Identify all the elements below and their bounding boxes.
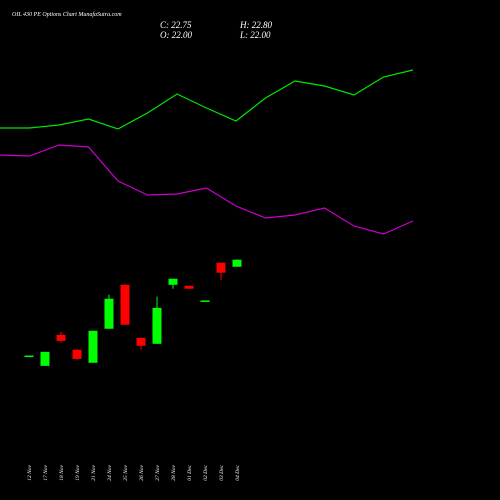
x-tick-label: 24 Nov	[106, 464, 113, 480]
indicator-line	[0, 69, 414, 130]
candle-body	[168, 278, 178, 285]
candle-body	[136, 337, 146, 346]
x-tick-label: 17 Nov	[43, 464, 49, 480]
x-tick-label: 02 Dec	[203, 464, 209, 480]
x-tick-label: 26 Nov	[139, 464, 145, 480]
x-tick-label: 03 Dec	[219, 464, 225, 480]
x-tick-label: 04 Dec	[234, 464, 241, 480]
chart-title: OIL 430 PE Options Chart MunafaSutra.com	[12, 11, 122, 18]
candle-body	[104, 298, 114, 329]
candle-body	[232, 259, 242, 267]
x-tick-label: 25 Nov	[123, 464, 129, 480]
x-tick-label: 28 Nov	[171, 464, 177, 480]
candle-body	[120, 284, 130, 325]
x-tick-label: 21 Nov	[91, 464, 97, 480]
candle-body	[40, 351, 50, 366]
x-tick-label: 19 Nov	[75, 464, 81, 480]
candle-body	[152, 307, 162, 344]
x-tick-label: 01 Dec	[187, 464, 193, 480]
candle-body	[24, 355, 34, 358]
candle-body	[216, 262, 226, 273]
header-low: L: 22.00	[239, 30, 271, 40]
candle-body	[184, 285, 194, 289]
header-close: C: 22.75	[160, 20, 192, 30]
header-open: O: 22.00	[160, 30, 192, 40]
header-high: H: 22.80	[239, 20, 272, 30]
x-tick-label: 12 Nov	[27, 464, 33, 480]
candle-body	[88, 330, 98, 363]
x-tick-label: 27 Nov	[155, 464, 161, 480]
indicator-line	[0, 144, 414, 235]
candle-body	[200, 300, 210, 302]
candle-body	[56, 334, 66, 341]
candle-body	[72, 349, 82, 359]
x-tick-label: 18 Nov	[59, 464, 65, 480]
